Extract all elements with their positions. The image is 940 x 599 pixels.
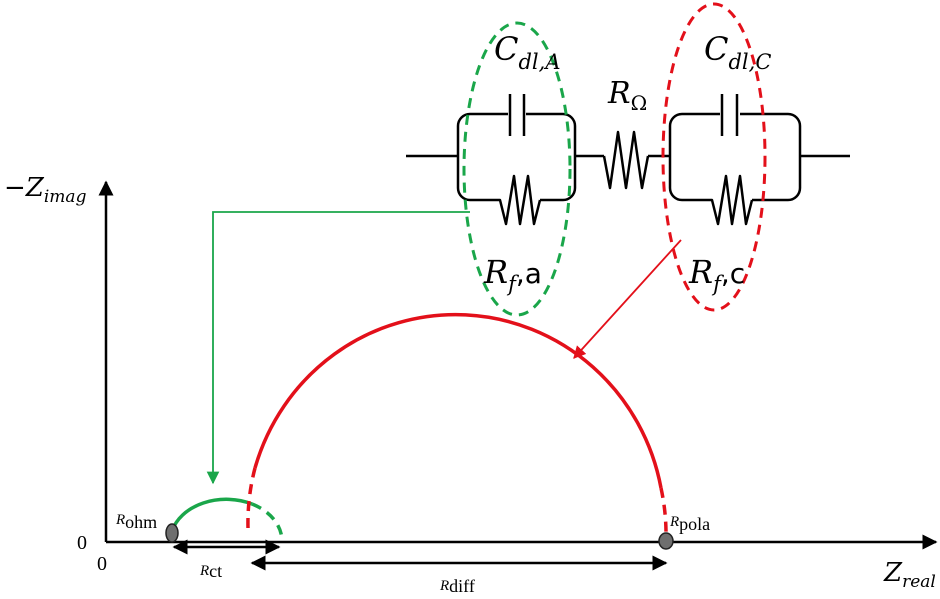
anode-callout-arrow: [206, 211, 470, 485]
c-dl-cathode-label: Cdl,C: [704, 30, 771, 74]
cathode-rc-block: [668, 112, 802, 202]
anode-arc-solid: [170, 497, 253, 532]
resistor-rf-cathode: [706, 174, 754, 226]
resistor-r-ohmic: [602, 130, 650, 190]
rf-anode-label: Rf,a: [483, 253, 542, 296]
rf-cathode-label: Rf,c: [688, 253, 745, 296]
r-ohmic-label: RΩ: [607, 76, 647, 115]
nyquist-axes: [98, 180, 938, 550]
anode-arc-dashed: [251, 502, 284, 542]
r-pola-label: Rpola: [669, 514, 710, 534]
anode-dashed-ellipse: [462, 21, 572, 317]
cathode-arc-dashed-left: [246, 467, 257, 529]
r-diff-label: Rdiff: [439, 576, 475, 596]
resistor-rf-anode: [492, 174, 542, 226]
equivalent-circuit: [406, 94, 850, 226]
r-ct-label: Rct: [199, 561, 222, 581]
r-pola-point: [658, 532, 674, 550]
cathode-callout-arrow: [573, 239, 682, 359]
r-ohm-label: Rohm: [115, 512, 157, 532]
cathode-arc-dashed-right: [659, 487, 668, 539]
c-dl-anode-label: Cdl,A: [494, 30, 560, 74]
cathode-arc-solid: [253, 312, 663, 489]
x-axis-label: Zreal: [883, 558, 936, 592]
cathode-dashed-ellipse: [661, 2, 767, 312]
origin-x-zero: 0: [97, 553, 107, 575]
y-axis-label: −Zimag: [4, 173, 87, 207]
origin-y-zero: 0: [77, 532, 87, 554]
r-ohm-point: [165, 523, 179, 543]
